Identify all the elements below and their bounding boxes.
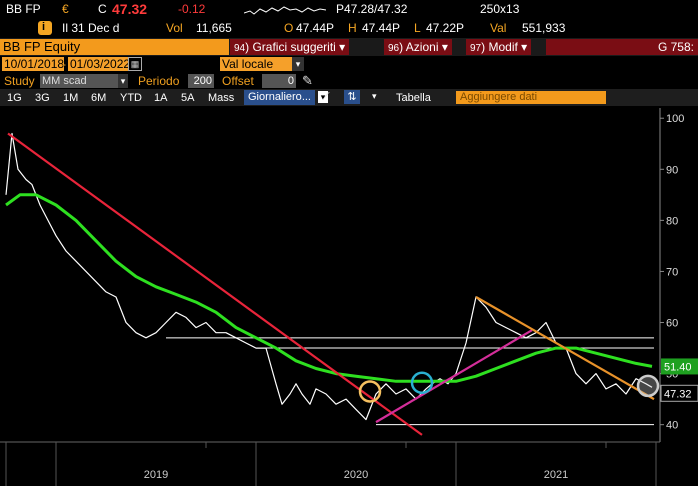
study-select[interactable]: MM scad [40, 74, 118, 88]
last-prefix: C [98, 2, 107, 16]
price-change: -0.12 [178, 2, 206, 16]
trendlines [7, 132, 655, 436]
price-line [5, 132, 653, 421]
quote-size: 250x13 [480, 2, 520, 16]
end-date-input[interactable]: 01/03/2022 [68, 57, 131, 71]
date-range-bar: 10/01/2018 - 01/03/2022 ▦ Val locale ▾ [0, 56, 698, 73]
annotation-circle [410, 371, 434, 395]
offset-input[interactable]: 0 [262, 74, 296, 88]
x-axis: 2019 2020 2021 [0, 441, 660, 486]
chevron-down-icon[interactable]: ▾ [292, 57, 304, 71]
horizontal-levels [166, 337, 654, 426]
ticker-bar: BB FP € C 47.32 -0.12 P47.28/47.32 250x1… [0, 0, 698, 19]
range-3d-button[interactable]: 3G [35, 92, 50, 104]
period-input[interactable]: 200 [188, 74, 214, 88]
high-label: H [348, 21, 357, 35]
currency-select[interactable]: Val locale [220, 57, 292, 71]
y-tick-label: 60 [666, 318, 678, 330]
annotation-circles [358, 371, 660, 403]
trendline [475, 296, 655, 401]
frequency-button[interactable]: Giornaliero... [244, 90, 315, 105]
range-ytd-button[interactable]: YTD [120, 92, 142, 104]
bid-ask: P47.28/47.32 [336, 2, 408, 16]
y-tick-label: 70 [666, 266, 678, 278]
range-1d-button[interactable]: 1G [7, 92, 22, 104]
study-bar: Study MM scad ▾ Periodo 200 Offset 0 ✎ [0, 73, 698, 89]
y-tick-label: 40 [666, 420, 678, 432]
ticker-symbol: BB FP [6, 2, 41, 16]
chevron-down-icon[interactable]: ▾ [318, 91, 328, 103]
x-tick-label: 2019 [144, 469, 168, 481]
low-label: L [414, 21, 421, 35]
add-data-input[interactable]: Aggiungere dati [456, 91, 606, 104]
chevron-down-icon[interactable]: ▾ [372, 91, 377, 101]
info-icon[interactable]: i [38, 21, 52, 35]
y-tick-label: 80 [666, 215, 678, 227]
range-1y-button[interactable]: 1A [154, 92, 168, 104]
chart-series [5, 132, 653, 421]
range-max-button[interactable]: Mass [208, 92, 235, 104]
line-chart-icon[interactable]: ⟋ [322, 91, 330, 103]
date-separator: - [62, 57, 66, 71]
x-tick-label: 2020 [344, 469, 368, 481]
trade-date: Il 31 Dec d [62, 21, 120, 35]
menu-edit[interactable]: 97) Modif ▾ [466, 39, 532, 55]
value-label: Val [490, 21, 507, 35]
menu-label: Azioni [405, 40, 439, 54]
ma-value-box [661, 358, 698, 375]
last-price-label: 47.32 [664, 388, 692, 400]
pencil-icon[interactable]: ✎ [302, 73, 313, 88]
traded-value: 551,933 [522, 21, 566, 35]
menu-number: 97 [470, 43, 482, 54]
stats-bar: i Il 31 Dec d Vol 11,665 O 47.44P H 47.4… [0, 19, 698, 38]
price-labels: 51.40 47.32 [660, 358, 698, 402]
y-tick-label: 100 [666, 113, 684, 125]
currency-symbol: € [62, 2, 69, 16]
ma-value-label: 51.40 [664, 361, 692, 373]
sparkline-icon [244, 6, 326, 15]
menu-actions[interactable]: 96) Azioni ▾ [384, 39, 452, 55]
last-price: 47.32 [112, 1, 148, 17]
y-tick-label: 90 [666, 164, 678, 176]
study-label: Study [4, 74, 35, 88]
annotation-circle [358, 380, 382, 403]
trendline [375, 329, 533, 424]
range-1m-button[interactable]: 1M [63, 92, 79, 104]
open-value: 47.44P [296, 21, 335, 35]
menu-number: 96 [388, 43, 400, 54]
chart-toolbar: 1G 3G 1M 6M YTD 1A 5A Mass Giornaliero..… [0, 89, 698, 106]
high-value: 47.44P [362, 21, 401, 35]
bar-chart-icon[interactable]: ⇅ [344, 90, 360, 104]
volume-value: 11,665 [196, 21, 232, 35]
period-label: Periodo [138, 74, 180, 88]
x-tick-label: 2021 [544, 469, 568, 481]
security-header: BB FP Equity 94) Grafici suggeriti ▾ 96)… [0, 38, 698, 56]
volume-label: Vol [166, 21, 183, 35]
trendline [7, 132, 423, 436]
chart-id: G 758: [657, 40, 694, 54]
last-price-box [660, 384, 698, 402]
low-value: 47.22P [426, 21, 465, 35]
calendar-icon[interactable]: ▦ [128, 57, 142, 71]
menu-label: Grafici suggeriti [252, 40, 336, 54]
header-fill [546, 39, 698, 55]
start-date-input[interactable]: 10/01/2018 [2, 57, 65, 71]
frequency-label: Giornaliero [248, 91, 302, 103]
security-name[interactable]: BB FP Equity [0, 39, 229, 55]
offset-label: Offset [222, 74, 254, 88]
chevron-down-icon[interactable]: ▾ [118, 74, 128, 88]
annotation-circle [636, 374, 660, 398]
menu-suggested-charts[interactable]: 94) Grafici suggeriti ▾ [230, 39, 350, 55]
moving-average-200-line [5, 193, 653, 383]
menu-label: Modif [488, 40, 518, 54]
range-6m-button[interactable]: 6M [91, 92, 107, 104]
open-label: O [284, 21, 294, 35]
range-5y-button[interactable]: 5A [181, 92, 195, 104]
table-button[interactable]: Tabella [396, 92, 431, 104]
menu-number: 94 [234, 43, 246, 54]
